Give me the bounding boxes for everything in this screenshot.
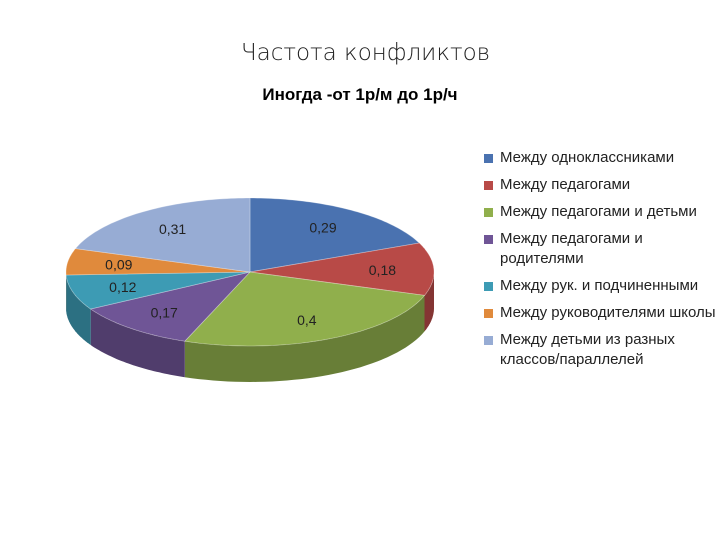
pie-labels: 0,29 0,18 0,4 0,17 0,12 0,09 0,31 <box>105 220 396 329</box>
data-label-5: 0,12 <box>109 279 136 295</box>
pie-side-2 <box>424 272 434 332</box>
pie-slice-6 <box>65 248 251 276</box>
legend-item-3: Между педагогами и детьми <box>484 202 716 222</box>
legend-label-4: Между педагогами и родителями <box>500 230 643 267</box>
pie-slice-4 <box>89 271 252 342</box>
chart-title: Иногда -от 1р/м до 1р/ч <box>262 85 458 104</box>
legend-item-2: Между педагогами <box>484 175 716 195</box>
data-label-3: 0,4 <box>297 312 317 328</box>
pie-slice-3 <box>183 271 426 347</box>
legend-item-1: Между одноклассниками <box>484 148 716 168</box>
chart-legend: Между одноклассниками Между педагогами Меж… <box>484 148 716 377</box>
legend-swatch-1 <box>484 154 493 163</box>
pie-slice-5 <box>65 271 251 310</box>
legend-swatch-7 <box>484 336 493 345</box>
pie-sides <box>66 272 434 382</box>
legend-item-5: Между рук. и подчиненными <box>484 276 716 296</box>
pie-slice-2 <box>249 242 435 296</box>
legend-item-6: Между руководителями школы <box>484 303 716 323</box>
pie-slice-1 <box>249 197 421 273</box>
page-title: Частота конфликтов <box>240 40 491 66</box>
pie-side-3 <box>184 295 425 382</box>
data-label-7: 0,31 <box>159 221 186 237</box>
legend-swatch-6 <box>484 309 493 318</box>
data-label-6: 0,09 <box>105 257 132 273</box>
legend-swatch-5 <box>484 282 493 291</box>
pie-slice-7 <box>74 197 251 273</box>
data-label-4: 0,17 <box>151 305 178 321</box>
pie-top <box>65 197 435 347</box>
legend-item-4: Между педагогами и родителями <box>484 229 716 269</box>
legend-swatch-3 <box>484 208 493 217</box>
legend-swatch-4 <box>484 235 493 244</box>
pie-side-4 <box>90 309 185 378</box>
legend-item-7: Между детьми из разных классов/параллеле… <box>484 330 716 370</box>
legend-label-7: Между детьми из разных классов/параллеле… <box>500 331 675 368</box>
data-label-1: 0,29 <box>309 220 336 236</box>
legend-label-3: Между педагогами и детьми <box>500 203 697 220</box>
legend-swatch-2 <box>484 181 493 190</box>
pie-side-5 <box>66 275 91 345</box>
legend-label-1: Между одноклассниками <box>500 149 675 166</box>
legend-label-2: Между педагогами <box>500 176 631 193</box>
legend-label-6: Между руководителями школы <box>500 304 716 321</box>
legend-label-5: Между рук. и подчиненными <box>500 277 699 294</box>
data-label-2: 0,18 <box>369 262 396 278</box>
